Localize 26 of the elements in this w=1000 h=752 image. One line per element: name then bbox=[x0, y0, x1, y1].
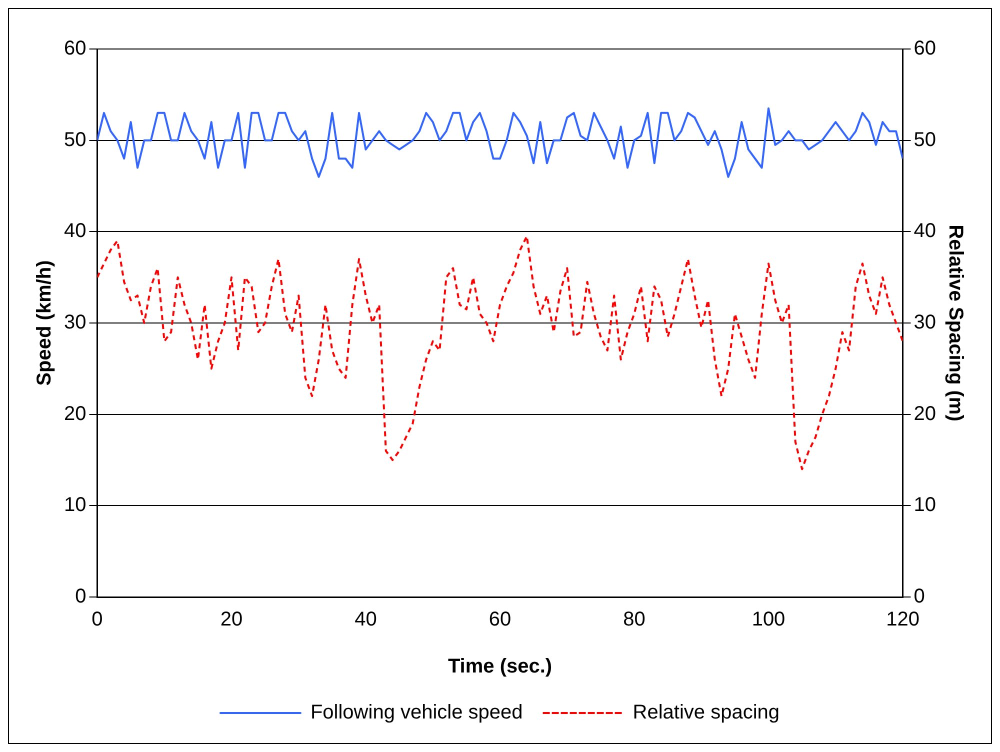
y2-tick-label: 0 bbox=[914, 586, 925, 608]
y-tick-label: 40 bbox=[64, 220, 86, 242]
x-axis-title: Time (sec.) bbox=[448, 656, 552, 678]
y2-tick-label: 50 bbox=[914, 128, 936, 151]
y-tick-label: 20 bbox=[64, 402, 86, 425]
y-axis-title: Speed (km/h) bbox=[34, 260, 56, 386]
x-tick-label: 80 bbox=[623, 608, 646, 631]
y2-tick-label: 20 bbox=[914, 402, 936, 425]
y2-tick-label: 30 bbox=[914, 312, 936, 334]
y2-tick-label: 40 bbox=[914, 220, 936, 242]
y-tick-label: 60 bbox=[64, 38, 86, 60]
x-tick-label: 0 bbox=[92, 608, 103, 631]
y-tick-label: 0 bbox=[75, 586, 86, 608]
x-tick-label: 60 bbox=[488, 608, 512, 631]
legend-label: Following vehicle speed bbox=[310, 702, 523, 724]
y-tick-label: 30 bbox=[64, 312, 86, 334]
x-tick-label: 100 bbox=[752, 608, 786, 631]
x-tick-label: 20 bbox=[220, 608, 243, 631]
y2-axis-title: Relative Spacing (m) bbox=[944, 224, 966, 422]
y2-tick-label: 60 bbox=[914, 38, 936, 60]
x-tick-label: 40 bbox=[354, 608, 377, 631]
legend-label: Relative spacing bbox=[632, 702, 780, 724]
y-tick-label: 10 bbox=[64, 494, 86, 516]
x-tick-label: 120 bbox=[886, 608, 920, 631]
y-tick-label: 50 bbox=[64, 128, 86, 151]
y2-tick-label: 10 bbox=[914, 494, 936, 516]
